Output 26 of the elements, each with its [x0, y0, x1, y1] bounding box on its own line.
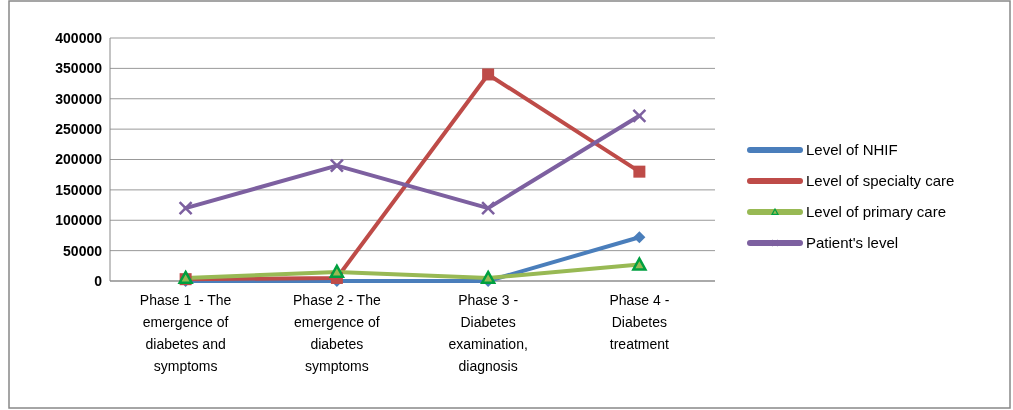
legend-label: Patient's level	[806, 234, 899, 252]
legend-label: Level of NHIF	[806, 141, 898, 159]
y-tick-label: 100000	[55, 212, 103, 229]
y-tick-label: 400000	[55, 29, 103, 46]
point	[482, 68, 495, 81]
point	[633, 231, 646, 244]
y-tick-label: 0	[94, 272, 103, 289]
y-tick-label: 150000	[55, 181, 103, 198]
x-tick-label: Phase 1 - The emergence of diabetes and symptoms	[139, 292, 232, 374]
legend-label: Level of primary care	[806, 203, 947, 221]
point	[632, 257, 647, 271]
point	[480, 200, 496, 216]
y-tick-label: 350000	[55, 60, 103, 77]
point	[632, 108, 647, 124]
x-tick-label: Phase 2 - The emergence of diabetes symptoms	[293, 292, 381, 374]
y-tick-label: 200000	[55, 151, 103, 168]
point	[178, 200, 193, 216]
legend-label: Level of specialty care	[806, 172, 955, 190]
y-tick-label: 250000	[55, 121, 103, 138]
point	[329, 158, 345, 173]
x-tick-label: Phase 3 - Diabetes examination, diagnosis	[448, 292, 528, 374]
point	[329, 264, 345, 278]
x-tick-label: Phase 4 - Diabetes treatment	[609, 292, 670, 352]
y-tick-label: 300000	[55, 90, 103, 107]
y-tick-label: 50000	[63, 242, 103, 259]
point	[633, 165, 646, 178]
